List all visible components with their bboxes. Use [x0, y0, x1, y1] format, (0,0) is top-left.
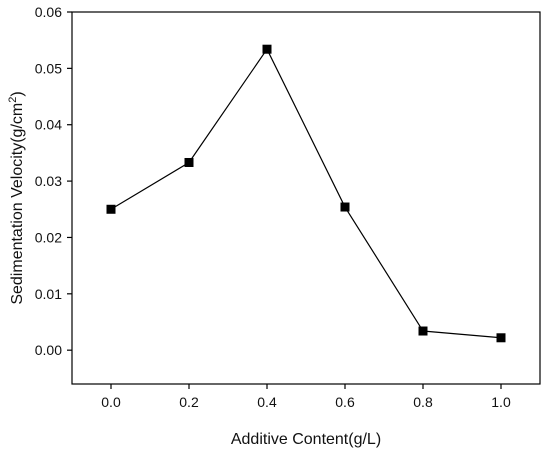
data-point — [262, 44, 272, 54]
x-axis-title: Additive Content(g/L) — [231, 431, 381, 448]
y-axis-title-main: Sedimentation Velocity(g/cm — [9, 103, 26, 305]
x-tick-label: 0.8 — [413, 394, 433, 410]
series-group — [106, 44, 506, 343]
plot-border — [71, 11, 541, 385]
x-tick-label: 0.6 — [335, 394, 355, 410]
y-tick-label: 0.04 — [35, 117, 62, 133]
x-axis-ticks: 0.0 0.2 0.4 0.6 0.8 1.0 — [101, 384, 511, 410]
y-tick-label: 0.01 — [35, 286, 62, 302]
axis-labels: Additive Content(g/L) Sedimentation Velo… — [7, 91, 381, 448]
y-tick-label: 0.05 — [35, 60, 62, 76]
x-tick-label: 0.4 — [257, 394, 277, 410]
y-axis-ticks: 0.00 0.01 0.02 0.03 0.04 0.05 0.06 — [35, 4, 72, 358]
data-point — [184, 157, 194, 167]
y-tick-label: 0.00 — [35, 342, 62, 358]
y-axis-title-suffix: ) — [9, 91, 26, 96]
y-tick-label: 0.06 — [35, 4, 62, 20]
data-point — [418, 326, 428, 336]
series-line — [110, 48, 502, 339]
data-point — [106, 204, 116, 214]
data-point — [340, 202, 350, 212]
y-tick-label: 0.02 — [35, 229, 62, 245]
y-tick-label: 0.03 — [35, 173, 62, 189]
x-tick-label: 0.2 — [179, 394, 199, 410]
x-tick-label: 1.0 — [491, 394, 511, 410]
y-axis-title: Sedimentation Velocity(g/cm2) — [7, 91, 26, 304]
x-tick-label: 0.0 — [101, 394, 121, 410]
data-point — [496, 333, 506, 343]
plot-frame — [71, 11, 541, 385]
y-axis-title-superscript: 2 — [7, 97, 19, 103]
